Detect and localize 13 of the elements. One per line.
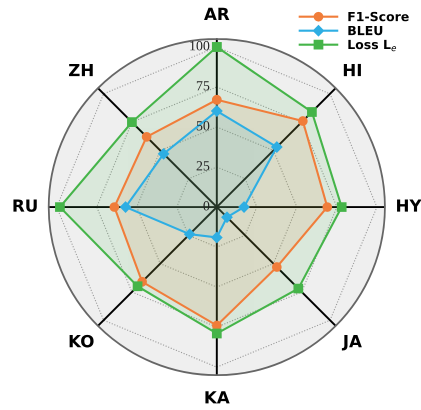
spoke-label: JA xyxy=(342,335,362,351)
spoke-label: RU xyxy=(13,200,37,212)
y-tick-label: 100 xyxy=(190,41,210,50)
legend-label: Loss L$_{e}$ xyxy=(348,40,396,52)
y-tick-label: 75 xyxy=(196,81,210,90)
spoke-label: KO xyxy=(70,334,94,348)
y-tick-label: 25 xyxy=(196,161,210,171)
legend-label: F1-Score xyxy=(348,12,409,22)
spoke-label: ZH xyxy=(68,64,93,76)
legend-label: BLEU xyxy=(348,26,382,36)
spoke-label: KA xyxy=(205,391,230,404)
spoke-label: HI xyxy=(344,64,361,76)
spoke-label: AR xyxy=(204,8,230,20)
